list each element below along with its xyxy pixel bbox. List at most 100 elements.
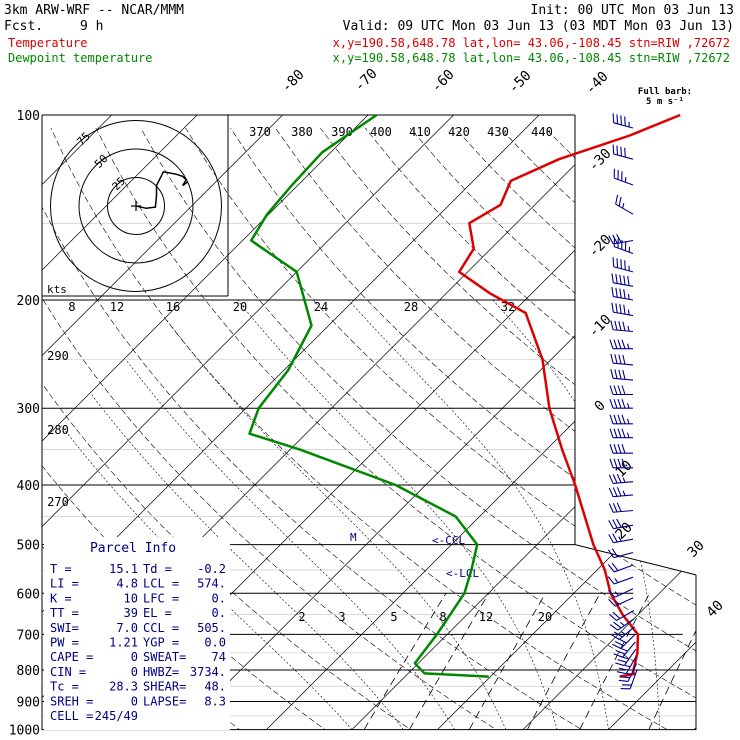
hodograph-ring-25 <box>107 177 165 235</box>
mixing-label-28: 28 <box>404 300 418 314</box>
isotherm-label--70: -70 <box>352 66 381 95</box>
parcel-label: T = <box>50 562 72 576</box>
parcel-row-5: PW = 1.21 YGP = 0.0 <box>50 636 226 650</box>
forecast-label: Fcst. <box>4 19 43 34</box>
parcel-value: -0.2 <box>197 562 226 576</box>
dry-adiabat-290 <box>42 127 604 730</box>
parcel-label: Td = <box>143 562 172 576</box>
parcel-label: YGP = <box>143 636 179 650</box>
parcel-row-4: SWI= 7.0 CCL = 505. <box>50 621 226 635</box>
pressure-label-100: 100 <box>17 109 40 124</box>
wind-barb-29 <box>608 597 634 607</box>
wind-barb-6 <box>612 257 634 273</box>
wind-barb-1 <box>612 144 634 160</box>
mixing-label-32: 32 <box>501 300 515 314</box>
parcel-value: 3734. <box>190 665 226 679</box>
isotherm--30 <box>180 115 696 730</box>
wind-barb-21 <box>608 487 634 498</box>
parcel-row-1: LI = 4.8 LCL = 574. <box>50 577 226 591</box>
wind-barb-13 <box>610 369 634 381</box>
pressure-label-900: 900 <box>17 695 40 710</box>
parcel-value: 74 <box>212 650 226 664</box>
dry-adiabat-310 <box>95 127 696 730</box>
wind-barb-11 <box>609 339 633 350</box>
isotherm-label--10: -10 <box>586 312 615 341</box>
isotherm--70 <box>42 115 454 730</box>
theta-label-410: 410 <box>409 125 431 139</box>
parcel-info-box: Parcel Info T = 15.1 Td = -0.2 LI = 4.8 LCL = 57… <box>44 537 230 730</box>
wind-barb-35 <box>615 648 637 667</box>
m-annotation: M <box>350 531 357 544</box>
wind-barb-15 <box>609 399 633 409</box>
mixing-label-low-20: 20 <box>538 610 552 624</box>
hodograph-ring-50 <box>78 148 194 264</box>
wind-barb-10 <box>610 320 634 333</box>
wind-barb-2 <box>613 168 634 186</box>
parcel-label: TT = <box>50 606 79 620</box>
parcel-label: HWBZ= <box>143 665 179 679</box>
pressure-label-800: 800 <box>17 664 40 679</box>
theta-label-270: 270 <box>47 495 69 509</box>
wind-barb-14 <box>609 385 633 396</box>
wind-barb-18 <box>609 444 633 454</box>
parcel-label: LI = <box>50 577 79 591</box>
dry-adiabat-430 <box>634 127 696 730</box>
wind-barb-32 <box>610 626 635 641</box>
isotherm-label--50: -50 <box>506 68 535 97</box>
theta-label-370: 370 <box>249 125 271 139</box>
hodograph-units: kts <box>47 283 67 296</box>
mixing-label-low-3: 3 <box>338 610 345 624</box>
wind-barb-17 <box>609 428 633 439</box>
wind-barb-23 <box>608 518 634 530</box>
parcel-label: CELL = <box>50 709 93 723</box>
parcel-value: 0.0 <box>204 636 226 650</box>
mixing-label-low-8: 8 <box>439 610 446 624</box>
mixing-label-12: 12 <box>110 300 124 314</box>
dry-adiabat-370 <box>364 127 696 730</box>
hodograph-ring-label-75: 75 <box>74 130 93 149</box>
mixing-label-24: 24 <box>314 300 328 314</box>
dry-adiabat-450 <box>725 128 740 740</box>
parcel-label: SREH = <box>50 694 93 708</box>
wind-barb-37 <box>618 663 638 682</box>
parcel-row-7: CIN = 0 HWBZ= 3734. <box>50 665 226 679</box>
legend-temperature-info: x,y=190.58,648.78 lat,lon= 43.06,-108.45… <box>333 36 730 50</box>
mixing-ratio-line-3 <box>409 593 490 730</box>
legend-temperature-name: Temperature <box>8 36 87 50</box>
moist-adiabat--4 <box>91 394 404 730</box>
wind-barb-7 <box>611 273 634 287</box>
parcel-row-8: Tc = 28.3 SHEAR= 48. <box>50 680 226 694</box>
sounding-traces <box>248 113 681 678</box>
header: 3km ARW-WRF -- NCAR/MMM Init: 00 UTC Mon… <box>4 3 734 107</box>
mixing-label-low-2: 2 <box>298 610 305 624</box>
dry-adiabat-330 <box>185 127 696 730</box>
hodograph-ring-label-50: 50 <box>92 152 111 171</box>
dry-adiabat-410 <box>544 127 696 730</box>
isotherm-label-0: 0 <box>592 398 609 415</box>
isotherm-label-40: 40 <box>704 598 727 621</box>
dry-adiabat-350 <box>275 127 696 730</box>
mixing-label-20: 20 <box>233 300 247 314</box>
wind-barb-8 <box>611 287 634 301</box>
moist-adiabat-14 <box>237 299 558 730</box>
pressure-label-600: 600 <box>17 587 40 602</box>
parcel-label: LCL = <box>143 577 179 591</box>
moist-adiabat-26 <box>492 299 661 730</box>
wind-barb-31 <box>609 618 635 631</box>
parcel-row-10: CELL = 245/49 <box>50 709 138 723</box>
temperature-trace <box>457 113 681 678</box>
dry-adiabat-390 <box>454 127 696 730</box>
parcel-label: SWEAT= <box>143 650 186 664</box>
wind-barb-16 <box>609 414 633 425</box>
wind-barb-30 <box>609 610 635 621</box>
isotherm-label-10: 10 <box>613 458 636 481</box>
parcel-row-2: K = 10 LFC = 0. <box>50 591 226 605</box>
dry-adiabat-440 <box>679 127 696 730</box>
theta-label-400: 400 <box>370 125 392 139</box>
mixing-label-16: 16 <box>166 300 180 314</box>
isotherm-label-30: 30 <box>685 538 708 561</box>
moist-adiabat-32 <box>656 299 696 730</box>
wind-barb-38 <box>620 669 638 690</box>
isotherm-label--40: -40 <box>583 69 612 98</box>
parcel-label: EL = <box>143 606 172 620</box>
